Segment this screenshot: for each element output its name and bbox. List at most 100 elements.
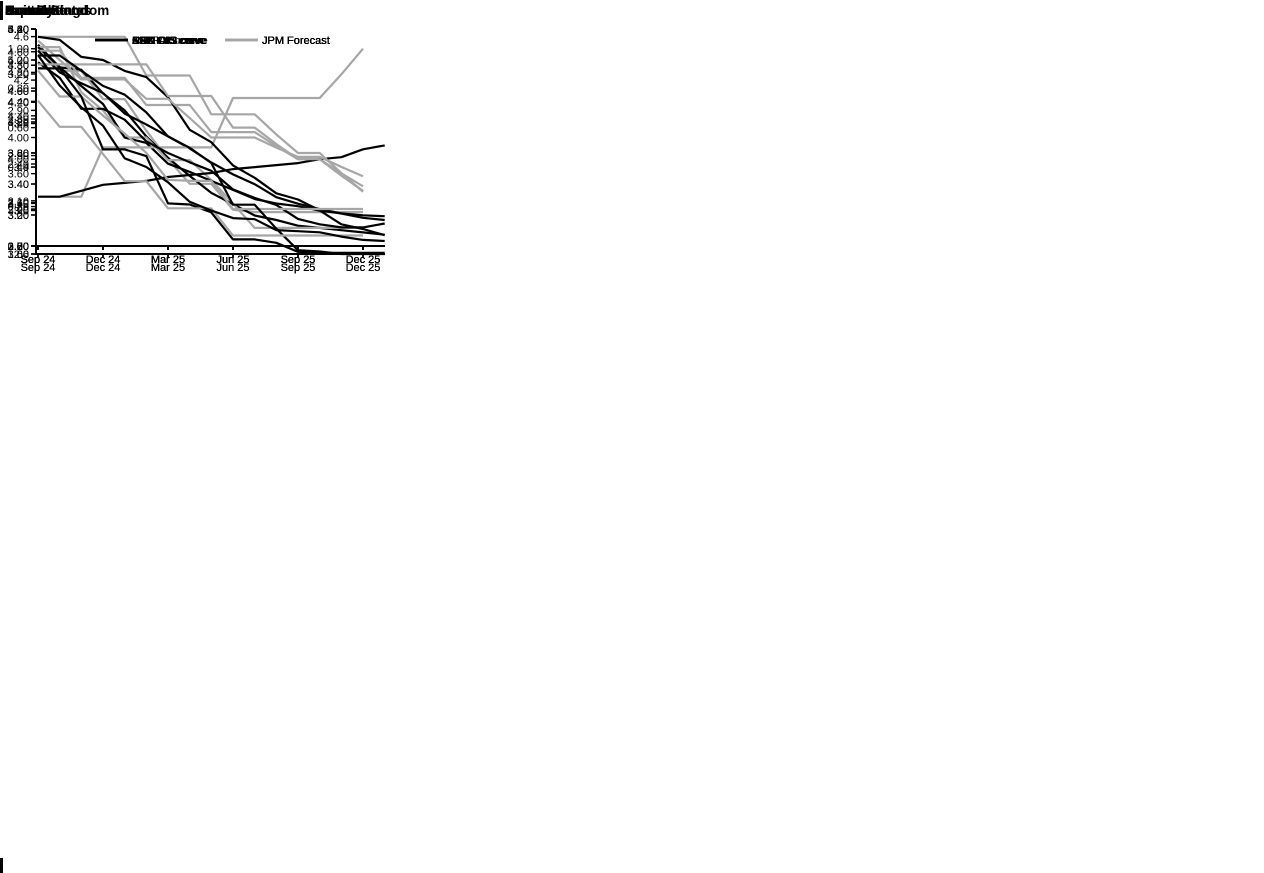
legend-label: AUD OIS curve <box>132 35 207 47</box>
y-tick-label: 1.60 <box>8 249 29 261</box>
legend-label: CAD OIS curve <box>132 35 207 47</box>
x-tick-label: Dec 25 <box>346 254 381 266</box>
y-tick-label: 2.50 <box>8 151 29 163</box>
x-tick-label: Sep 24 <box>21 254 56 266</box>
x-tick-label: Jun 25 <box>216 262 249 274</box>
y-tick-label: 1.00 <box>8 44 29 56</box>
y-tick-label: 4.80 <box>8 67 29 79</box>
legend-label: SEK OIS curve <box>132 35 206 47</box>
x-tick-label: Dec 24 <box>86 262 121 274</box>
legend-label: NZD OIS curve <box>132 35 207 47</box>
chart-title: New Zealand <box>5 3 88 18</box>
forecast-line <box>38 63 364 192</box>
y-tick-label: 3.20 <box>8 241 29 253</box>
x-tick-label: Sep 25 <box>281 262 316 274</box>
y-tick-label: 3.40 <box>8 179 29 191</box>
x-tick-label: Dec 24 <box>86 254 121 266</box>
x-tick-label: Jun 25 <box>216 254 249 266</box>
x-tick-label: Sep 24 <box>21 254 56 266</box>
chart-title: Sweden <box>5 3 57 18</box>
chart-title: Eurozone <box>5 3 67 18</box>
chart-title: United States <box>5 3 92 18</box>
x-tick-label: Jun 25 <box>216 254 249 266</box>
y-tick-label: 0.80 <box>8 83 29 95</box>
x-tick-label: Dec 25 <box>346 262 381 274</box>
chart-title: Japan <box>5 3 45 18</box>
forecast-line <box>37 69 363 211</box>
forecast-line <box>38 46 363 229</box>
chart-title: Australia <box>5 3 63 18</box>
x-tick-label: Mar 25 <box>151 254 185 266</box>
y-tick-label: 3.0 <box>14 206 29 218</box>
y-tick-label: 3.40 <box>8 179 29 191</box>
y-tick-label: 4.6 <box>14 32 29 44</box>
x-tick-label: Dec 24 <box>86 262 121 274</box>
x-tick-label: Sep 24 <box>21 254 56 266</box>
y-tick-label: 4.2 <box>14 75 29 87</box>
x-tick-label: Sep 25 <box>281 254 316 266</box>
x-tick-label: Sep 25 <box>281 262 316 274</box>
legend-label: JPM Forecast <box>262 35 330 47</box>
y-tick-label: 5.40 <box>8 24 29 36</box>
y-tick-label: 4.00 <box>8 154 29 166</box>
y-tick-label: 4.20 <box>8 97 29 109</box>
x-tick-label: Dec 24 <box>86 254 121 266</box>
y-tick-label: 3.60 <box>8 148 29 160</box>
y-tick-label: 4.40 <box>8 96 29 108</box>
y-tick-label: 3.80 <box>8 148 29 160</box>
y-tick-label: 3.00 <box>8 210 29 222</box>
x-tick-label: Dec 25 <box>346 254 381 266</box>
x-tick-label: Sep 24 <box>21 262 56 274</box>
y-tick-label: 3.20 <box>8 210 29 222</box>
legend-label: JPM Forecast <box>262 35 330 47</box>
legend-label: JGB OIS curve <box>132 35 205 47</box>
x-tick-label: Dec 25 <box>346 254 381 266</box>
y-tick-label: 4.60 <box>8 47 29 59</box>
x-tick-label: Dec 24 <box>86 254 121 266</box>
x-tick-label: Sep 24 <box>21 262 56 274</box>
y-tick-label: 4.60 <box>8 86 29 98</box>
forecast-line <box>38 47 364 198</box>
x-tick-label: Jun 25 <box>216 254 249 266</box>
x-tick-label: Jun 25 <box>216 254 249 266</box>
y-tick-label: 2.6 <box>14 249 29 261</box>
y-tick-label: 4.00 <box>8 86 29 98</box>
canada-chart: 2.6 3.0 3.4 3.8 4.2 4.6 Sep 24 Dec 24 Mar 25 Jun … <box>14 29 385 274</box>
x-tick-label: Dec 25 <box>346 254 381 266</box>
y-tick-label: 3.8 <box>14 119 29 131</box>
legend-label: JPM Forecast <box>262 35 330 47</box>
y-tick-label: 2.10 <box>8 196 29 208</box>
y-tick-label: 3.4 <box>14 162 29 174</box>
x-tick-label: Sep 24 <box>21 254 56 266</box>
y-tick-label: 3.00 <box>8 249 29 261</box>
x-tick-label: Mar 25 <box>151 262 185 274</box>
y-tick-label: 3.80 <box>8 117 29 129</box>
legend-label: JPM Forecast <box>262 35 330 47</box>
x-tick-label: Dec 25 <box>346 254 381 266</box>
x-tick-label: Mar 25 <box>151 254 185 266</box>
y-tick-label: 3.60 <box>8 24 29 36</box>
x-tick-label: Sep 25 <box>281 254 316 266</box>
market-curve-line <box>37 54 385 243</box>
chart-panel-sweden: Sweden 1.60 2.00 2.40 2.80 3.20 3.60 Sep 24 Dec… <box>0 0 420 285</box>
x-tick-label: Sep 25 <box>281 254 316 266</box>
legend-label: JPM Forecast <box>262 35 330 47</box>
y-tick-label: 2.40 <box>8 159 29 171</box>
legend-label: JPM Forecast <box>262 35 330 47</box>
x-tick-label: Sep 25 <box>281 254 316 266</box>
y-tick-label: 4.00 <box>8 133 29 145</box>
x-tick-label: Dec 25 <box>346 254 381 266</box>
y-tick-label: 0.00 <box>8 241 29 253</box>
legend-label: USD OIS curve <box>132 35 207 47</box>
y-tick-label: 5.20 <box>8 24 29 36</box>
market-curve-line <box>38 54 385 256</box>
x-tick-label: Mar 25 <box>151 262 185 274</box>
x-tick-label: Mar 25 <box>151 254 185 266</box>
y-tick-label: 2.60 <box>8 241 29 253</box>
y-tick-label: 0.20 <box>8 202 29 214</box>
x-tick-label: Dec 24 <box>86 254 121 266</box>
x-tick-label: Dec 24 <box>86 254 121 266</box>
y-tick-label: 4.40 <box>8 111 29 123</box>
